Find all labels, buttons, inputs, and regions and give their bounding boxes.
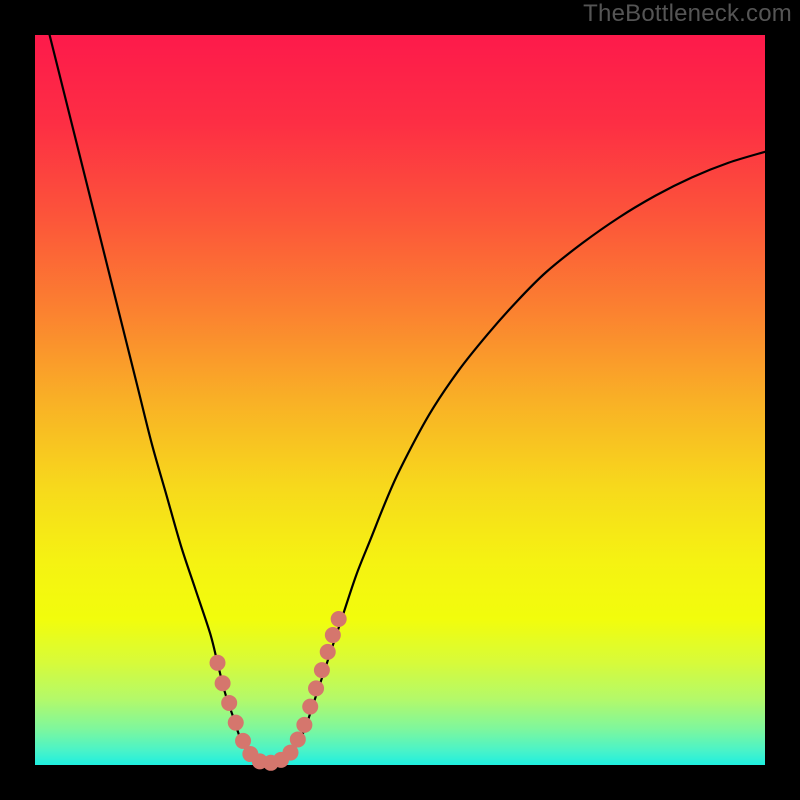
marker-dot <box>331 611 347 627</box>
marker-dot <box>314 662 330 678</box>
watermark-text: TheBottleneck.com <box>583 0 792 28</box>
marker-dot <box>210 655 226 671</box>
marker-dot <box>290 731 306 747</box>
marker-dot <box>228 715 244 731</box>
marker-dot <box>308 680 324 696</box>
bottleneck-chart <box>0 0 800 800</box>
marker-dot <box>221 695 237 711</box>
marker-dot <box>302 699 318 715</box>
marker-dot <box>320 644 336 660</box>
marker-dot <box>325 627 341 643</box>
plot-background <box>35 35 765 765</box>
marker-dot <box>215 675 231 691</box>
chart-container: TheBottleneck.com <box>0 0 800 800</box>
marker-dot <box>296 717 312 733</box>
